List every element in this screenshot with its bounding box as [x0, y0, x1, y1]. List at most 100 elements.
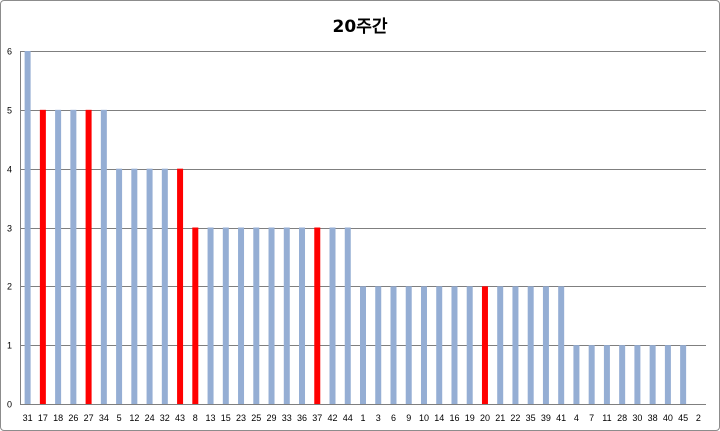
bar-27 — [85, 109, 92, 404]
y-tick-label-3: 3 — [7, 224, 12, 234]
bar-29 — [268, 227, 275, 404]
bar-4 — [573, 345, 580, 404]
bar-39 — [542, 286, 549, 404]
x-tick-label-40: 40 — [663, 413, 673, 423]
bar-34 — [100, 109, 107, 404]
bar-25 — [253, 227, 260, 404]
bar-7 — [588, 345, 595, 404]
bar-16 — [451, 286, 458, 404]
bar-1 — [360, 286, 366, 404]
bar-26 — [70, 109, 77, 404]
x-tick-label-30: 30 — [632, 413, 642, 423]
bar-3 — [375, 286, 382, 404]
bar-15 — [222, 227, 229, 404]
x-tick-label-5: 5 — [117, 413, 122, 423]
x-tick-label-23: 23 — [236, 413, 246, 423]
x-tick-label-13: 13 — [206, 413, 216, 423]
bar-12 — [131, 168, 138, 404]
y-tick-label-6: 6 — [7, 47, 12, 57]
bar-43 — [177, 168, 184, 404]
axes — [20, 51, 706, 405]
bar-33 — [283, 227, 290, 404]
bar-8 — [192, 227, 199, 404]
x-tick-label-37: 37 — [312, 413, 322, 423]
x-tick-label-17: 17 — [38, 413, 48, 423]
x-tick-label-1: 1 — [360, 413, 365, 423]
bar-37 — [314, 227, 321, 404]
y-tick-label-1: 1 — [7, 341, 12, 351]
x-tick-label-14: 14 — [434, 413, 444, 423]
y-tick-label-4: 4 — [7, 165, 12, 175]
x-tick-label-11: 11 — [602, 413, 611, 423]
bar-24 — [146, 168, 153, 404]
bar-series — [24, 51, 687, 404]
x-tick-label-41: 41 — [556, 413, 566, 423]
x-tick-label-19: 19 — [465, 413, 475, 423]
bar-41 — [558, 286, 565, 404]
x-tick-label-28: 28 — [617, 413, 627, 423]
x-tick-label-27: 27 — [84, 413, 94, 423]
y-tick-label-5: 5 — [7, 106, 12, 116]
bar-31 — [24, 51, 31, 404]
y-tick-label-0: 0 — [7, 400, 12, 410]
x-tick-label-44: 44 — [343, 413, 353, 423]
bar-17 — [39, 109, 46, 404]
bar-45 — [680, 345, 687, 404]
x-tick-label-24: 24 — [145, 413, 155, 423]
x-tick-label-39: 39 — [541, 413, 551, 423]
bar-35 — [527, 286, 534, 404]
bar-10 — [420, 286, 427, 404]
bar-32 — [161, 168, 168, 404]
x-tick-label-20: 20 — [480, 413, 490, 423]
x-tick-label-36: 36 — [297, 413, 307, 423]
bar-6 — [390, 286, 397, 404]
bar-9 — [405, 286, 412, 404]
x-tick-label-18: 18 — [53, 413, 63, 423]
bar-13 — [207, 227, 214, 404]
x-tick-label-6: 6 — [391, 413, 396, 423]
x-tick-label-35: 35 — [526, 413, 536, 423]
bar-23 — [238, 227, 245, 404]
bar-28 — [619, 345, 626, 404]
bar-44 — [344, 227, 351, 404]
bar-40 — [664, 345, 671, 404]
x-tick-label-22: 22 — [510, 413, 520, 423]
x-tick-label-42: 42 — [328, 413, 338, 423]
bar-14 — [436, 286, 443, 404]
bar-19 — [466, 286, 473, 404]
x-tick-label-9: 9 — [406, 413, 411, 423]
x-tick-label-25: 25 — [251, 413, 261, 423]
x-tick-label-12: 12 — [129, 413, 139, 423]
x-tick-label-10: 10 — [419, 413, 429, 423]
bar-22 — [512, 286, 519, 404]
x-tick-label-38: 38 — [648, 413, 658, 423]
chart-title: 20주간 — [332, 17, 388, 37]
x-tick-label-15: 15 — [221, 413, 231, 423]
bar-30 — [634, 345, 641, 404]
x-tick-label-33: 33 — [282, 413, 292, 423]
bar-38 — [649, 345, 656, 404]
y-tick-label-2: 2 — [7, 282, 12, 292]
bar-18 — [55, 109, 62, 404]
bar-11 — [603, 345, 610, 404]
bar-36 — [299, 227, 306, 404]
x-tick-label-16: 16 — [449, 413, 459, 423]
x-tick-label-8: 8 — [193, 413, 198, 423]
bar-20 — [481, 286, 488, 404]
bar-21 — [497, 286, 504, 404]
x-tick-label-32: 32 — [160, 413, 170, 423]
x-tick-label-4: 4 — [574, 413, 579, 423]
x-tick-label-2: 2 — [696, 413, 701, 423]
x-tick-label-45: 45 — [678, 413, 688, 423]
x-tick-label-7: 7 — [589, 413, 594, 423]
y-tick-labels: 0 1 2 3 4 5 6 — [7, 47, 12, 410]
bar-5 — [116, 168, 123, 404]
bar-42 — [329, 227, 336, 404]
x-tick-label-43: 43 — [175, 413, 185, 423]
x-tick-labels: 31 17 18 26 27 34 5 12 24 32 43 8 13 15 23 25 29 33 36 37 42… — [23, 413, 701, 423]
x-tick-label-34: 34 — [99, 413, 109, 423]
x-tick-label-29: 29 — [267, 413, 277, 423]
x-tick-label-26: 26 — [68, 413, 78, 423]
x-tick-label-21: 21 — [495, 413, 505, 423]
